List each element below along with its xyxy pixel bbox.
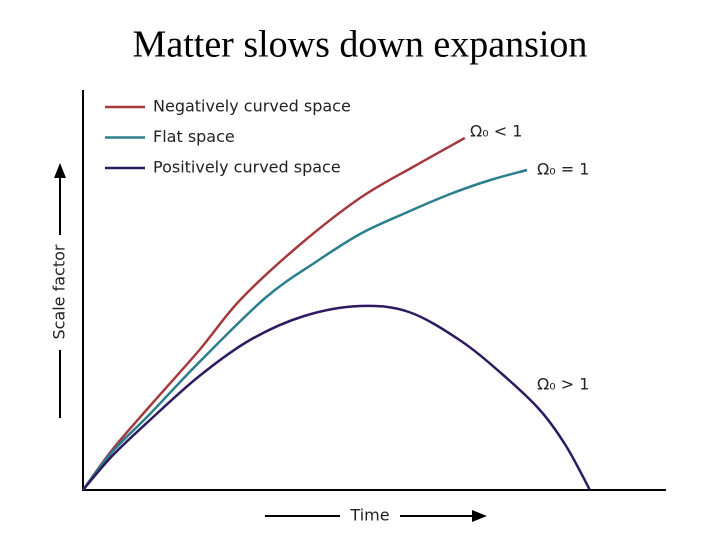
x-axis-label: Time [349, 506, 389, 525]
y-axis-label: Scale factor [50, 244, 69, 339]
curve-annotation: Ω₀ = 1 [537, 160, 589, 179]
curve-annotation: Ω₀ > 1 [537, 375, 589, 394]
series-line [82, 168, 528, 491]
slide-title: Matter slows down expansion [133, 24, 588, 66]
arrow-head [54, 163, 66, 178]
legend-label: Negatively curved space [153, 97, 351, 116]
series-line [82, 304, 592, 491]
legend-label: Flat space [153, 127, 235, 146]
legend-label: Positively curved space [153, 158, 341, 177]
arrow-head [472, 510, 487, 522]
series-line [81, 136, 466, 491]
curve-annotation: Ω₀ < 1 [470, 122, 522, 141]
x-axis-label-group: Time [265, 506, 487, 525]
y-axis-label-group: Scale factor [50, 163, 69, 418]
